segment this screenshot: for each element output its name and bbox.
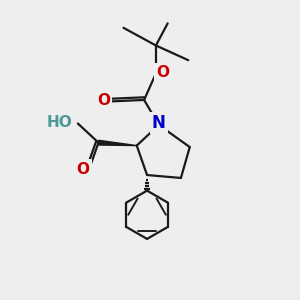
- Text: N: N: [152, 114, 166, 132]
- Polygon shape: [98, 140, 137, 146]
- Text: O: O: [77, 162, 90, 177]
- Text: HO: HO: [47, 115, 73, 130]
- Text: O: O: [97, 93, 110, 108]
- Text: O: O: [156, 65, 169, 80]
